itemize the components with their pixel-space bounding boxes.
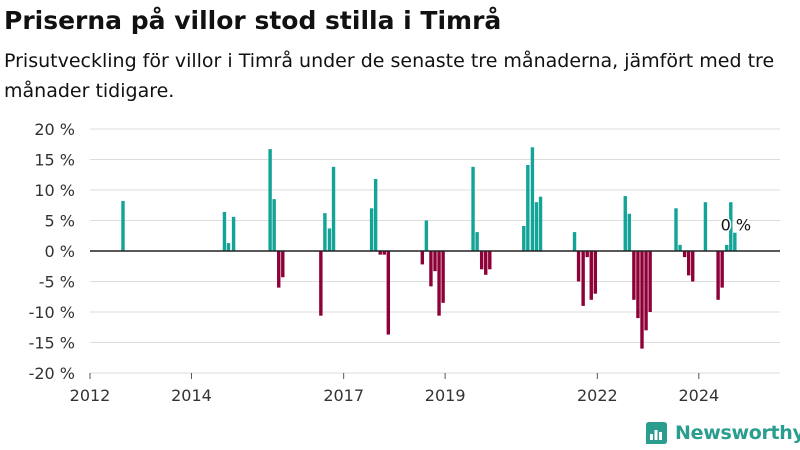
bar [644,251,648,331]
bar [437,251,441,316]
bar [703,202,708,251]
bar [429,251,433,287]
bar [327,228,332,251]
bar [484,251,488,275]
bar [686,251,691,276]
chart-title: Priserna på villor stod stilla i Timrå [4,6,502,35]
bar [373,179,378,251]
bar [272,199,276,251]
bar [386,251,391,335]
y-axis: 20 % 15 % 10 % 5 % 0 % -5 % -10 % -15 % -20 % [29,120,75,383]
brand-name: Newsworthy [675,422,800,444]
bar [433,251,437,272]
bar [530,147,535,251]
y-tick-label: 0 % [45,242,75,261]
bar [323,213,327,251]
bar [475,232,479,251]
bar [691,251,695,282]
bar [648,251,652,312]
x-tick-label: 2014 [171,386,212,405]
bar [636,251,640,319]
bar [277,251,281,288]
bar [682,251,687,258]
bar [585,251,589,258]
y-tick-label: 10 % [34,181,75,200]
bar [479,251,484,270]
bar [331,166,336,251]
x-tick-label: 2019 [425,386,466,405]
bar [725,244,729,251]
bar [424,220,429,251]
bar [678,244,682,251]
y-tick-label: -15 % [29,334,75,353]
bar [522,225,526,251]
y-tick-label: -20 % [29,364,75,383]
bar [627,213,632,251]
bar [369,208,374,251]
bar [268,149,272,251]
y-tick-label: 15 % [34,151,75,170]
bar [382,251,386,255]
bar [716,251,720,300]
bar [488,251,492,270]
bar [231,216,236,251]
gridlines [90,128,780,374]
bars [121,147,737,349]
latest-value-label: 0 % [721,216,751,235]
bar [581,251,585,306]
bar [640,251,644,349]
bar [526,164,530,251]
bar [674,208,678,251]
x-axis: 2012 2014 2017 2019 2022 2024 [70,373,719,405]
bar [226,243,231,251]
bar [222,211,227,251]
bar [319,251,323,316]
bar [593,251,598,294]
y-tick-label: -10 % [29,303,75,322]
bar [576,251,581,282]
bar [281,251,285,278]
bar [720,251,724,288]
bar [121,200,125,251]
chart-subtitle: Prisutveckling för villor i Timrå under … [4,50,775,102]
bar [729,202,733,251]
bar [471,166,475,251]
bar [589,251,593,300]
bar [572,232,577,251]
newsworthy-logo-icon [646,422,667,444]
bar [538,196,543,251]
bar [534,202,539,251]
bar [420,251,425,265]
y-tick-label: -5 % [39,273,75,292]
brand: Newsworthy [644,418,800,448]
x-tick-label: 2017 [323,386,364,405]
x-tick-label: 2012 [70,386,111,405]
y-tick-label: 5 % [45,212,75,231]
bar [623,196,627,251]
x-tick-label: 2024 [678,386,719,405]
bar [378,251,382,255]
y-tick-label: 20 % [34,120,75,139]
bar [441,251,445,303]
bar [632,251,636,300]
bar [733,232,737,251]
x-tick-label: 2022 [577,386,618,405]
